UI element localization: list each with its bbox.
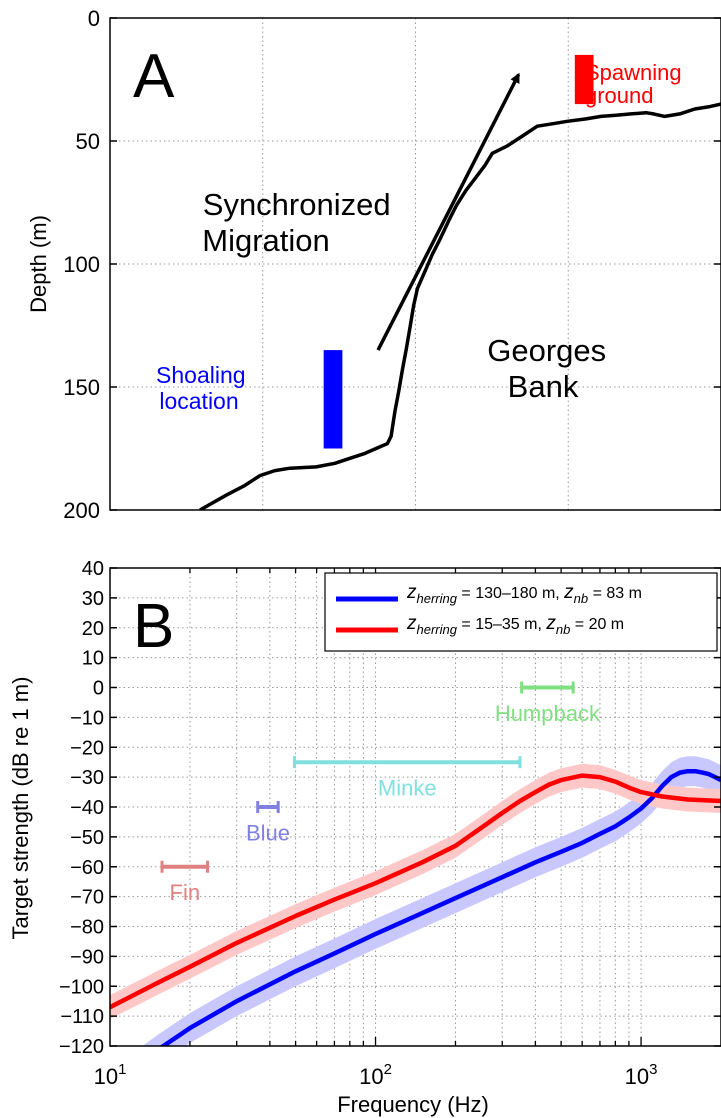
series-line-red: [110, 773, 721, 1010]
panel-b-x-tick-labels: 101 102 103: [94, 1061, 658, 1089]
bathymetry-line: [199, 102, 721, 510]
y-tick-label: −110: [60, 1006, 104, 1028]
y-tick-label: −120: [59, 1036, 104, 1058]
legend-entry-blue: zherring = 130–180 m, znb = 83 m: [336, 582, 642, 606]
y-tick-label: 50: [76, 129, 100, 154]
y-tick-label: −50: [70, 827, 104, 849]
migration-label: Synchronized Migration: [202, 187, 399, 258]
y-tick-label: 150: [63, 375, 100, 400]
panel-a-y-ticks: [110, 17, 721, 511]
range-label-blue: Blue: [246, 820, 290, 845]
panel-b-y-tick-labels: −120−110−100−90−80−70−60−50−40−30−20−100…: [59, 558, 104, 1058]
panel-b-ylabel: Target strength (dB re 1 m): [8, 677, 33, 940]
y-tick-label: 100: [63, 252, 100, 277]
y-tick-label: 30: [82, 588, 104, 610]
y-tick-label: −40: [70, 797, 104, 819]
range-minke: Minke: [292, 756, 522, 801]
migration-arrow: [376, 72, 521, 351]
y-tick-label: 20: [82, 618, 104, 640]
range-label-minke: Minke: [378, 776, 437, 801]
legend-text-red: zherring = 15–35 m, znb = 20 m: [406, 613, 624, 637]
legend-box: [324, 572, 718, 652]
x-tick-label: 103: [625, 1061, 658, 1089]
x-tick-label: 101: [94, 1061, 127, 1089]
y-tick-label: −10: [70, 707, 104, 729]
y-tick-label: 10: [82, 648, 104, 670]
panel-a-ylabel: Depth (m): [26, 215, 51, 313]
y-tick-label: −20: [70, 737, 104, 759]
range-label-humpback: Humpback: [495, 701, 601, 726]
y-tick-label: 0: [88, 6, 100, 31]
range-label-fin: Fin: [170, 880, 201, 905]
range-humpback: Humpback: [495, 681, 601, 726]
spawning-ground-marker: [574, 54, 594, 105]
shoaling-location-marker: [323, 350, 343, 449]
y-tick-label: 40: [82, 558, 104, 580]
y-tick-label: 200: [63, 498, 100, 523]
y-tick-label: −90: [70, 946, 104, 968]
panel-b-label: B: [133, 592, 174, 661]
range-blue: Blue: [246, 801, 290, 845]
y-tick-label: −70: [70, 887, 104, 909]
y-tick-label: −100: [59, 976, 104, 998]
georges-bank-label: Georges Bank: [487, 333, 615, 404]
legend-entry-red: zherring = 15–35 m, znb = 20 m: [336, 613, 624, 637]
legend-text-blue: zherring = 130–180 m, znb = 83 m: [406, 582, 642, 606]
panel-a-y-tick-labels: 0 50 100 150 200: [63, 6, 100, 523]
y-tick-label: 0: [93, 678, 104, 700]
series-line-blue: [159, 768, 721, 1046]
legend: zherring = 130–180 m, znb = 83 m zherrin…: [324, 572, 718, 652]
x-tick-label: 102: [359, 1061, 392, 1089]
range-fin: Fin: [160, 860, 210, 905]
panel-a: 0 50 100 150 200 Depth (m) A Synchronized Mi…: [26, 6, 721, 523]
panel-a-label: A: [133, 42, 175, 111]
shoaling-location-label: Shoaling location: [156, 362, 252, 414]
y-tick-label: −30: [70, 767, 104, 789]
panel-a-grid: [110, 18, 721, 510]
whale-ranges: Fin Blue Minke Humpback: [160, 681, 601, 905]
y-tick-label: −60: [70, 857, 104, 879]
panel-b-xlabel: Frequency (Hz): [337, 1092, 489, 1117]
panel-b-ticks: [110, 567, 721, 1047]
spawning-ground-label: Spawning ground: [585, 60, 688, 108]
y-tick-label: −80: [70, 917, 104, 939]
